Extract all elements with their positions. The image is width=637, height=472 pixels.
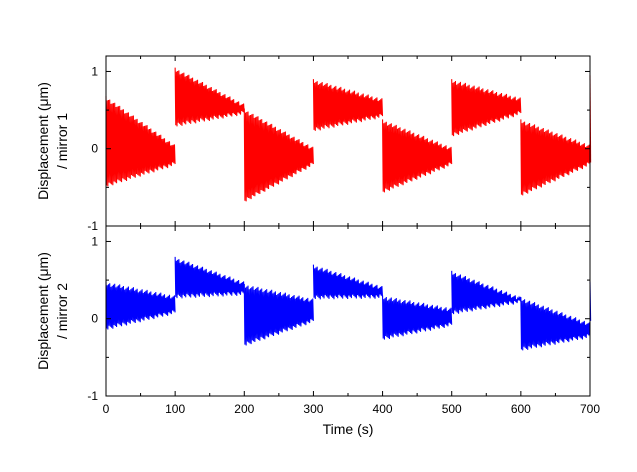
top-y-ticks: -1 0 1 (87, 64, 590, 233)
signal-segment-4 (382, 295, 453, 340)
panel-mirror-1: -1 0 1 Displacement (μm) / mirror 1 (35, 55, 592, 233)
x-tick-label: 0 (103, 402, 110, 416)
top-y-axis-label-line2: / mirror 1 (54, 113, 70, 169)
x-tick-label: 500 (442, 402, 462, 416)
top-y-axis-label: Displacement (μm) (35, 82, 51, 200)
signal-segment-1 (174, 67, 245, 127)
signal-segment-5 (451, 270, 522, 315)
x-tick-label: 400 (373, 402, 393, 416)
y-tick-label: -1 (87, 219, 98, 233)
signal-segment-0 (105, 281, 176, 330)
bottom-x-ticks: 0 100 200 300 400 500 600 700 (103, 226, 600, 416)
y-tick-label: -1 (87, 389, 98, 403)
signal-segment-6 (520, 297, 591, 351)
x-tick-label: 300 (303, 402, 323, 416)
y-tick-label: 0 (91, 312, 98, 326)
signal-segment-2 (243, 283, 314, 346)
bottom-plot-frame (105, 225, 591, 397)
y-tick-label: 1 (91, 234, 98, 248)
signal-segment-1 (174, 256, 245, 299)
signal-segment-3 (312, 264, 384, 300)
mirror-1-signal (105, 67, 592, 202)
x-tick-label: 100 (165, 402, 185, 416)
y-tick-label: 1 (91, 64, 98, 78)
bottom-y-axis-label: Displacement (μm) (35, 252, 51, 370)
top-x-ticks (105, 56, 591, 226)
signal-segment-4 (382, 119, 453, 193)
bottom-y-axis-label-line2: / mirror 2 (54, 283, 70, 339)
signal-segment-5 (451, 79, 522, 137)
y-tick-label: 0 (91, 142, 98, 156)
signal-segment-3 (312, 79, 384, 131)
signal-segment-2 (243, 108, 314, 202)
x-tick-label: 600 (511, 402, 531, 416)
x-axis-label: Time (s) (323, 421, 374, 437)
signal-segment-0 (105, 96, 176, 187)
x-tick-label: 200 (234, 402, 254, 416)
signal-segment-6 (520, 119, 591, 196)
x-tick-label: 700 (580, 402, 600, 416)
panel-mirror-2: -1 0 1 0 100 200 300 400 500 600 700 Displacement… (35, 225, 600, 437)
bottom-y-ticks: -1 0 1 (87, 234, 590, 403)
mirror-2-signal (105, 256, 592, 351)
